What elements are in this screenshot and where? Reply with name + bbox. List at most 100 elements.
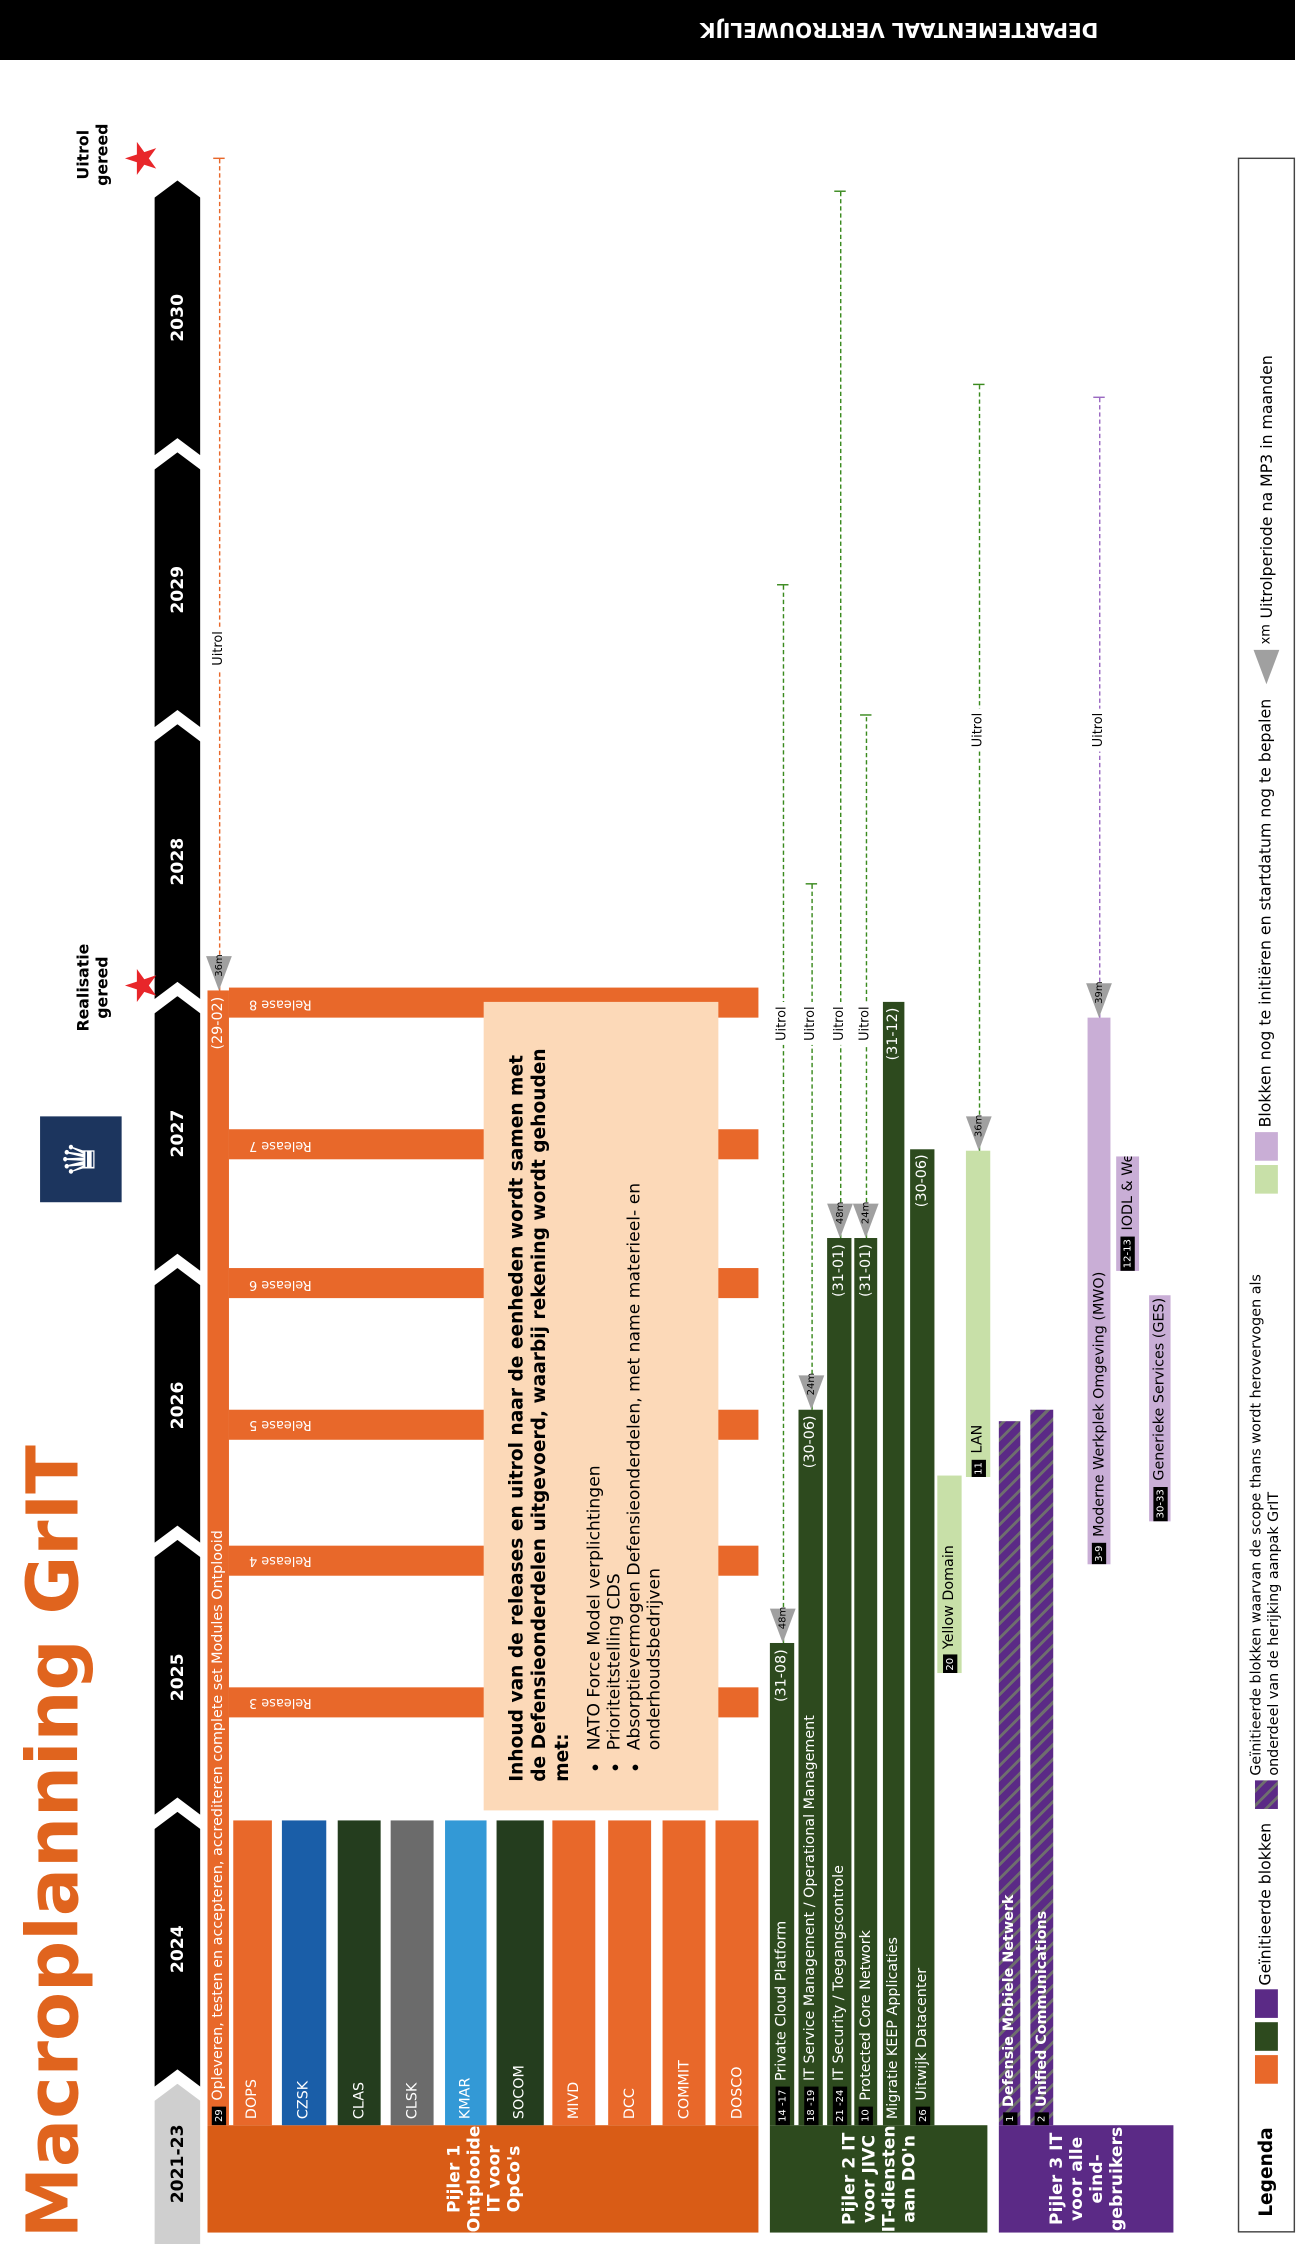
bar-end-date: (31-12) <box>885 1007 902 1061</box>
timeline-year: 2028 <box>155 724 201 999</box>
gantt-bar: 1 Defensie Mobiele Netwerk <box>998 1420 1021 2125</box>
gantt-bar: 2 Unified Communications <box>1030 1409 1054 2125</box>
rollout-months: 24m <box>860 1201 872 1225</box>
start-marker: 14 -17 <box>774 2086 790 2125</box>
bar-label: IT Service Management / Operational Mana… <box>802 1715 819 2082</box>
rollout-label: Uitrol <box>211 626 226 671</box>
page-title: Macroplanning GrIT <box>11 1444 95 2239</box>
bar-label: DOPS <box>244 2079 261 2120</box>
timeline-year: 2025 <box>155 1540 201 1815</box>
bar-label: Opleveren, testen en accepteren, accredi… <box>210 1530 227 2101</box>
rollout-end-tick <box>212 157 224 160</box>
bar-label: CZSK <box>296 2080 312 2120</box>
gantt-bar: 10 Protected Core Network (31-01) <box>854 1238 878 2125</box>
timeline-year: 2024 <box>155 1812 201 2087</box>
start-marker: 2 <box>1034 2112 1049 2125</box>
gantt-bar: 29 Opleveren, testen en accepteren, accre… <box>207 991 229 2125</box>
start-marker: 12-13 <box>1120 1236 1135 1272</box>
gantt-bar: 12-13 IODL & Welfare <box>1116 1156 1140 1272</box>
bar-label: Unified Communications <box>1033 1910 1050 2107</box>
rollout-end-tick <box>833 190 846 192</box>
rollout-line <box>782 585 784 1644</box>
gantt-bar: 26 Uitwijk Datacenter (30-06) <box>910 1148 935 2125</box>
legend-title: Legenda <box>1255 2127 1278 2217</box>
start-marker: 18 -19 <box>803 2086 818 2125</box>
bar-label: DCC <box>621 2088 638 2120</box>
bar-label: Moderne Werkplek Omgeving (MWO) <box>1091 1271 1107 1537</box>
timeline-year: 2029 <box>155 452 201 727</box>
rollout-end-tick <box>776 584 788 586</box>
start-marker: 3-9 <box>1091 1542 1107 1565</box>
note-bullet: NATO Force Model verplichtingen <box>584 1031 604 1750</box>
bar-label: IODL & Welfare <box>1119 1156 1136 1231</box>
gantt-bar: 14 -17 Private Cloud Platform (31-08) <box>769 1643 795 2125</box>
gantt-bar: DOSCO <box>715 1820 759 2125</box>
release-label: Release 4 <box>248 1553 312 1568</box>
rollout-line <box>839 191 841 1239</box>
bar-label: COMMIT <box>676 2060 692 2120</box>
release-label: Release 5 <box>248 1417 312 1432</box>
start-marker: 26 <box>915 2106 930 2125</box>
timeline-year: 2030 <box>155 180 201 455</box>
gantt-bar: CLSK <box>390 1820 434 2125</box>
bar-label: Defensie Mobiele Netwerk <box>1001 1894 1018 2107</box>
rollout-months: 48m <box>833 1201 846 1225</box>
note-bullet: Absorptievermogen Defensieonderdelen, me… <box>624 1031 664 1750</box>
bar-label: LAN <box>970 1424 986 1454</box>
legend-rollout: xm Uitrolperiode na MP3 in maanden <box>1253 355 1280 685</box>
gantt-bar: Migratie KEEP Applicaties (31-12) <box>882 1001 905 2125</box>
gantt-bar: DCC <box>608 1820 652 2125</box>
gantt-bar: MIVD <box>552 1820 596 2125</box>
start-marker: 10 <box>858 2106 873 2125</box>
gantt-bar: 20 Yellow Domain <box>937 1475 962 1674</box>
gantt-bar: COMMIT <box>662 1820 706 2125</box>
bar-label: SOCOM <box>512 2065 529 2120</box>
rollout-months: 48m <box>776 1606 788 1630</box>
gantt-bar: 11 LAN <box>965 1151 991 1478</box>
rollout-end-tick <box>804 883 817 885</box>
release-label: Release 3 <box>248 1694 312 1710</box>
start-marker: 21 -24 <box>832 2086 847 2125</box>
bar-label: KMAR <box>457 2077 474 2120</box>
legend: Legenda Geïnitieerde blokken Geïnitieerd… <box>1237 157 1296 2233</box>
rollout-line <box>810 884 813 1410</box>
legend-to-initiate: Blokken nog te initiëren en startdatum n… <box>1254 699 1278 1194</box>
star-icon: ★ <box>117 966 168 1005</box>
start-marker: 30-33 <box>1152 1486 1167 1522</box>
rollout-months: 36m <box>972 1114 984 1138</box>
milestone-realisatie: Realisatie gereed <box>74 943 112 1032</box>
legend-initiated: Geïnitieerde blokken <box>1254 1823 1278 2085</box>
rollout-months: 36m <box>212 954 224 977</box>
milestone-uitrol: Uitrol gereed <box>74 123 112 186</box>
pillar-block: Pijler 2 IT voor JIVC IT-diensten aan DO… <box>769 2125 988 2233</box>
start-marker: 20 <box>942 1654 957 1674</box>
rollout-months: 24m <box>804 1372 817 1396</box>
release-label: Release 8 <box>248 996 312 1011</box>
gantt-bar: KMAR <box>445 1820 487 2125</box>
gantt-bar: 21 -24 IT Security / Toegangscontrole (31-… <box>827 1238 852 2125</box>
bar-end-date: (30-06) <box>914 1154 931 1208</box>
gantt-bar: 3-9 Moderne Werkplek Omgeving (MWO) <box>1087 1018 1111 1565</box>
bar-label: Uitwijk Datacenter <box>914 1967 931 2101</box>
start-marker: 1 <box>1002 2112 1017 2125</box>
start-marker: 29 <box>211 2106 226 2125</box>
gantt-bar: SOCOM <box>496 1820 544 2125</box>
bar-end-date: (30-06) <box>802 1415 819 1469</box>
bar-label: Private Cloud Platform <box>774 1920 790 2082</box>
release-label: Release 7 <box>248 1137 312 1152</box>
bar-end-date: (31-08) <box>774 1649 790 1703</box>
note-heading: Inhoud van de releases en uitrol naar de… <box>506 1048 574 1782</box>
bar-label: Yellow Domain <box>941 1545 958 1650</box>
star-icon: ★ <box>117 139 168 178</box>
rollout-label: Uitrol <box>858 1002 873 1046</box>
bar-end-date: (31-01) <box>857 1244 874 1297</box>
rollout-end-tick <box>1093 396 1105 399</box>
rollout-label: Uitrol <box>1091 708 1107 752</box>
rollout-label: Uitrol <box>832 1002 847 1046</box>
rollout-label: Uitrol <box>803 1002 818 1046</box>
pillar-block: Pijler 3 IT voor alle eind-gebruikers <box>998 2125 1174 2233</box>
bar-label: Migratie KEEP Applicaties <box>885 1937 902 2120</box>
gantt-bar: CLAS <box>337 1820 381 2125</box>
rollout-label: Uitrol <box>970 708 986 752</box>
